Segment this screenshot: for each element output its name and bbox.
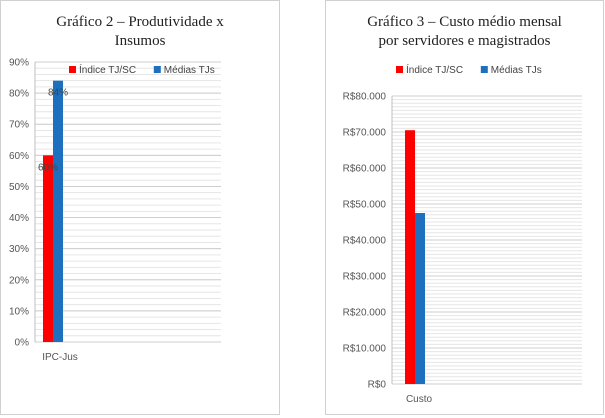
y-tick-label: 50% [9,182,29,193]
x-tick-label: IPC-Jus [42,352,78,363]
legend-swatch [69,66,76,73]
bar-indice-tjsc [43,155,53,342]
y-tick-label: R$20.000 [343,308,387,319]
y-tick-label: R$50.000 [343,200,387,211]
y-tick-label: 30% [9,244,29,255]
legend-swatch [480,66,488,73]
chart-title-line-1: Gráfico 2 – Produtividade x [56,14,224,30]
bar-medias-tjs [53,80,63,343]
y-tick-label: R$30.000 [343,272,387,283]
y-tick-label: R$0 [368,380,387,391]
chart-title: Gráfico 2 – Produtividade x Insumos [1,13,279,51]
bar-indice-tjsc [405,130,415,384]
y-tick-label: R$70.000 [343,128,387,139]
y-tick-label: R$10.000 [343,344,387,355]
chart-cost: R$0 R$10.000 R$20.000 R$30.000 R$40.000 R$50.… [343,63,582,405]
chart-panel-cost: Gráfico 3 – Custo médio mensal por servi… [325,0,604,415]
y-tick-label: 60% [9,151,29,162]
x-tick-label: Custo [406,394,433,405]
data-label: 60% [38,162,58,173]
chart-title-line-2: Insumos [114,33,166,49]
y-tick-label: 0% [15,338,30,349]
bar-medias-tjs [415,213,425,384]
legend-label: Médias TJs [491,65,542,76]
legend-swatch [396,66,403,73]
chart-title: Gráfico 3 – Custo médio mensal por servi… [326,13,603,51]
y-tick-label: R$80.000 [343,92,387,103]
y-tick-label: 40% [9,213,29,224]
y-tick-label: 70% [9,120,29,131]
y-tick-label: R$40.000 [343,236,387,247]
legend-label: Índice TJ/SC [79,63,136,76]
chart-panel-productivity: Gráfico 2 – Produtividade x Insumos 0% 10… [0,0,280,415]
legend-label: Médias TJs [164,65,215,76]
chart-title-line-1: Gráfico 3 – Custo médio mensal [367,14,562,30]
y-tick-label: 80% [9,89,29,100]
chart-productivity: 0% 10% 20% 30% 40% 50% 60% 70% 80% 90% 60% 84% IPC-J… [9,58,221,363]
chart-title-line-2: por servidores e magistrados [378,33,551,49]
y-tick-label: 20% [9,275,29,286]
y-tick-label: 90% [9,58,29,69]
legend-swatch [153,66,161,73]
y-tick-label: 10% [9,306,29,317]
y-tick-label: R$60.000 [343,164,387,175]
data-label: 84% [48,88,68,99]
legend-label: Índice TJ/SC [406,63,463,76]
